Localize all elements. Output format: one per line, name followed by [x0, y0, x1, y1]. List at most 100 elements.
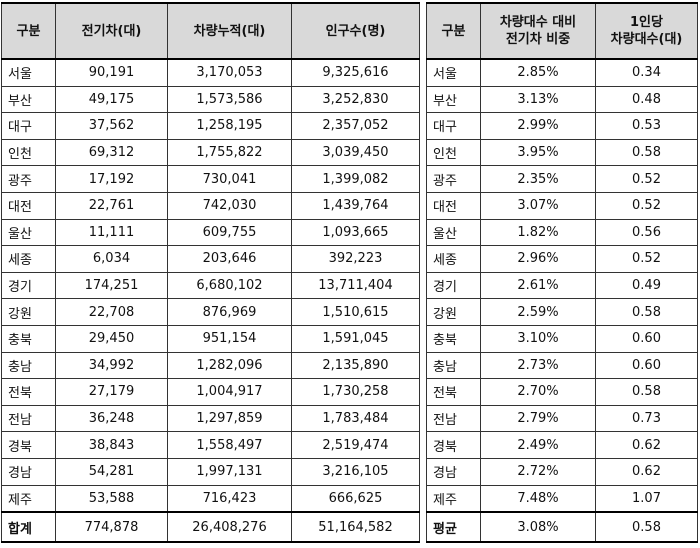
region-cell: 경남	[426, 457, 481, 486]
table-row: 제주 53,588 716,423 666,625	[1, 484, 420, 513]
region-cell: 부산	[426, 85, 481, 114]
table-row: 경북 2.49% 0.62	[426, 431, 698, 459]
vehicles-per-capita-cell: 0.52	[595, 245, 698, 273]
population-cell: 1,399,082	[291, 165, 420, 193]
region-cell: 부산	[1, 85, 56, 114]
ev-count-cell: 17,192	[55, 165, 168, 193]
region-cell: 전남	[1, 404, 56, 433]
ev-share-cell: 2.79%	[480, 404, 596, 433]
ev-count-cell: 22,708	[55, 298, 168, 326]
population-cell: 3,039,450	[291, 138, 420, 167]
population-cell: 2,357,052	[291, 112, 420, 140]
ev-share-cell: 3.10%	[480, 324, 596, 353]
total-row: 합계 774,878 26,408,276 51,164,582	[1, 511, 420, 543]
population-cell: 3,252,830	[291, 85, 420, 114]
table-row: 세종 2.96% 0.52	[426, 245, 698, 273]
region-cell: 대구	[1, 112, 56, 140]
ev-share-cell: 2.59%	[480, 298, 596, 326]
table-row: 경북 38,843 1,558,497 2,519,474	[1, 431, 420, 459]
vehicles-per-capita-cell: 0.62	[595, 457, 698, 486]
table-row: 대구 37,562 1,258,195 2,357,052	[1, 112, 420, 140]
table-row: 경남 2.72% 0.62	[426, 457, 698, 486]
vehicles-per-capita-cell: 0.60	[595, 324, 698, 353]
ev-count-cell: 174,251	[55, 271, 168, 300]
table-header-row: 구분 차량대수 대비 전기차 비중 1인당 차량대수(대)	[426, 2, 698, 60]
table-row: 광주 2.35% 0.52	[426, 165, 698, 193]
total-row: 평균 3.08% 0.58	[426, 511, 698, 543]
vehicle-total-cell: 6,680,102	[167, 271, 292, 300]
region-cell: 충북	[426, 324, 481, 353]
table-row: 경기 2.61% 0.49	[426, 271, 698, 300]
region-cell: 인천	[1, 138, 56, 167]
table-row: 대전 3.07% 0.52	[426, 191, 698, 220]
region-cell: 광주	[426, 165, 481, 193]
header-vehicle-total: 차량누적(대)	[167, 2, 292, 60]
vehicle-total-cell: 3,170,053	[167, 58, 292, 87]
ev-count-cell: 6,034	[55, 245, 168, 273]
table-row: 부산 49,175 1,573,586 3,252,830	[1, 85, 420, 114]
population-cell: 13,711,404	[291, 271, 420, 300]
ev-count-cell: 69,312	[55, 138, 168, 167]
ev-share-cell: 2.96%	[480, 245, 596, 273]
region-cell: 대전	[426, 191, 481, 220]
ev-count-cell: 37,562	[55, 112, 168, 140]
table-row: 충남 2.73% 0.60	[426, 351, 698, 380]
vehicles-per-capita-cell: 0.49	[595, 271, 698, 300]
region-cell: 울산	[1, 218, 56, 247]
ev-count-table: 구분 전기차(대) 차량누적(대) 인구수(명) 서울 90,191 3,170,0…	[1, 2, 420, 544]
ev-share-cell: 2.35%	[480, 165, 596, 193]
header-ev-count: 전기차(대)	[55, 2, 168, 60]
ev-count-cell: 38,843	[55, 431, 168, 459]
vehicle-total-cell: 742,030	[167, 191, 292, 220]
table-row: 서울 2.85% 0.34	[426, 58, 698, 87]
vehicle-total-cell: 1,558,497	[167, 431, 292, 459]
vehicles-per-capita-cell: 0.58	[595, 511, 698, 543]
region-cell: 전남	[426, 404, 481, 433]
vehicles-per-capita-cell: 0.53	[595, 112, 698, 140]
region-cell: 세종	[426, 245, 481, 273]
table-header-row: 구분 전기차(대) 차량누적(대) 인구수(명)	[1, 2, 420, 60]
table-row: 인천 3.95% 0.58	[426, 138, 698, 167]
region-cell: 제주	[1, 484, 56, 513]
vehicles-per-capita-cell: 0.56	[595, 218, 698, 247]
table-row: 서울 90,191 3,170,053 9,325,616	[1, 58, 420, 87]
region-cell: 평균	[426, 511, 481, 543]
table-row: 대구 2.99% 0.53	[426, 112, 698, 140]
vehicles-per-capita-cell: 0.52	[595, 165, 698, 193]
header-population: 인구수(명)	[291, 2, 420, 60]
ev-count-cell: 22,761	[55, 191, 168, 220]
region-cell: 경기	[1, 271, 56, 300]
region-cell: 전북	[1, 378, 56, 406]
ev-share-cell: 2.61%	[480, 271, 596, 300]
table-row: 전북 27,179 1,004,917 1,730,258	[1, 378, 420, 406]
vehicle-total-cell: 730,041	[167, 165, 292, 193]
vehicle-total-cell: 1,258,195	[167, 112, 292, 140]
table-row: 경기 174,251 6,680,102 13,711,404	[1, 271, 420, 300]
vehicles-per-capita-cell: 0.60	[595, 351, 698, 380]
vehicle-total-cell: 1,282,096	[167, 351, 292, 380]
region-cell: 경북	[426, 431, 481, 459]
population-cell: 1,093,665	[291, 218, 420, 247]
population-cell: 51,164,582	[291, 511, 420, 543]
population-cell: 2,519,474	[291, 431, 420, 459]
region-cell: 합계	[1, 511, 56, 543]
table-row: 경남 54,281 1,997,131 3,216,105	[1, 457, 420, 486]
ev-count-cell: 27,179	[55, 378, 168, 406]
vehicle-total-cell: 876,969	[167, 298, 292, 326]
population-cell: 1,591,045	[291, 324, 420, 353]
table-row: 광주 17,192 730,041 1,399,082	[1, 165, 420, 193]
table-row: 부산 3.13% 0.48	[426, 85, 698, 114]
vehicles-per-capita-cell: 0.73	[595, 404, 698, 433]
region-cell: 대전	[1, 191, 56, 220]
population-cell: 2,135,890	[291, 351, 420, 380]
vehicles-per-capita-cell: 0.58	[595, 298, 698, 326]
header-region: 구분	[1, 2, 56, 60]
ev-count-cell: 34,992	[55, 351, 168, 380]
region-cell: 서울	[1, 58, 56, 87]
vehicle-total-cell: 1,573,586	[167, 85, 292, 114]
ev-share-cell: 2.72%	[480, 457, 596, 486]
region-cell: 강원	[1, 298, 56, 326]
region-cell: 경기	[426, 271, 481, 300]
table-row: 대전 22,761 742,030 1,439,764	[1, 191, 420, 220]
table-row: 강원 22,708 876,969 1,510,615	[1, 298, 420, 326]
